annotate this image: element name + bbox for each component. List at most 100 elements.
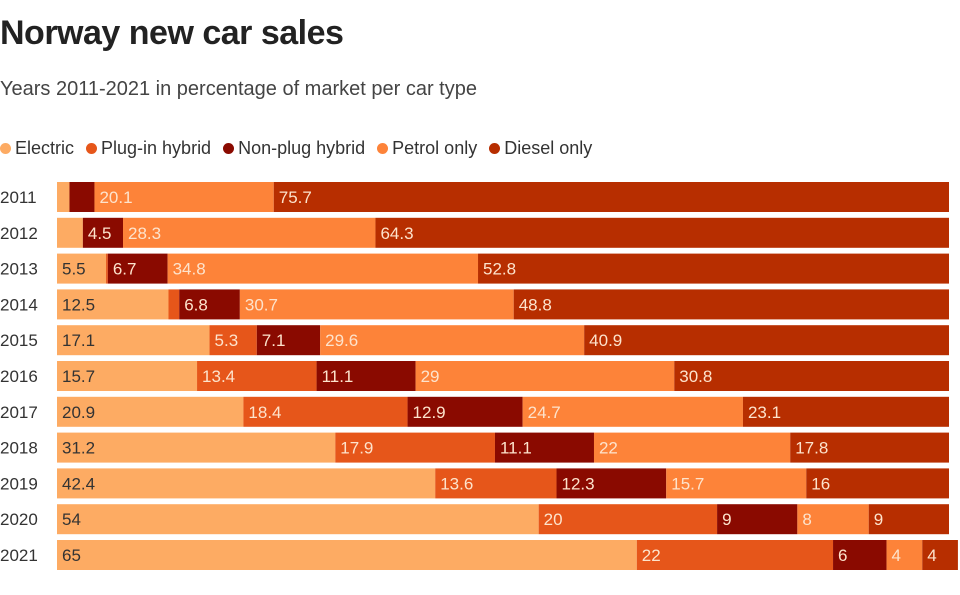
y-tick-label: 2020: [0, 510, 38, 529]
data-label: 75.7: [279, 188, 312, 207]
bar-segment: [57, 217, 83, 248]
bar-segment: [797, 504, 869, 535]
y-tick-label: 2019: [0, 474, 38, 493]
bar-segment: [57, 468, 436, 499]
data-label: 40.9: [589, 331, 622, 350]
data-label: 42.4: [62, 474, 95, 493]
bar-segment: [593, 432, 791, 463]
data-label: 15.7: [62, 367, 95, 386]
legend-label: Electric: [15, 138, 75, 158]
data-label: 28.3: [128, 224, 161, 243]
data-label: 5.5: [62, 260, 86, 279]
bar-segment: [57, 432, 336, 463]
data-label: 8: [802, 510, 811, 529]
data-label: 20.9: [62, 403, 95, 422]
data-label: 18.4: [248, 403, 281, 422]
bar-segment: [168, 289, 180, 320]
legend-label: Plug-in hybrid: [101, 138, 212, 158]
y-tick-label: 2017: [0, 403, 38, 422]
y-tick-label: 2015: [0, 331, 38, 350]
legend-label: Non-plug hybrid: [238, 138, 366, 158]
data-label: 64.3: [380, 224, 413, 243]
data-label: 30.8: [679, 367, 712, 386]
data-label: 4: [892, 546, 901, 565]
bar-segment: [243, 396, 408, 427]
bar-segment: [179, 289, 240, 320]
data-label: 48.8: [519, 295, 552, 314]
data-label: 15.7: [671, 474, 704, 493]
data-label: 23.1: [748, 403, 781, 422]
data-label: 13.4: [202, 367, 235, 386]
data-label: 6.8: [184, 295, 208, 314]
bar-segment: [666, 468, 807, 499]
y-tick-label: 2014: [0, 295, 38, 314]
bar-segment: [868, 504, 949, 535]
data-label: 12.9: [413, 403, 446, 422]
data-label: 17.1: [62, 331, 95, 350]
data-label: 13.6: [440, 474, 473, 493]
legend-swatch: [377, 143, 389, 154]
bar-segment: [556, 468, 667, 499]
bar-segment: [636, 540, 834, 570]
data-label: 9: [722, 510, 731, 529]
data-label: 4: [927, 546, 936, 565]
bar-segment: [107, 253, 168, 284]
y-tick-label: 2013: [0, 260, 38, 279]
legend-item: Electric: [0, 138, 74, 159]
bar-segment: [407, 396, 523, 427]
y-tick-label: 2016: [0, 367, 38, 386]
chart-title: Norway new car sales: [0, 14, 344, 52]
bar-segment: [106, 253, 108, 284]
bar-segment: [197, 361, 317, 391]
bar-segment: [790, 432, 949, 463]
legend-label: Diesel only: [504, 138, 593, 158]
y-tick-label: 2012: [0, 224, 38, 243]
bar-segment: [57, 361, 198, 391]
legend-item: Petrol only: [377, 138, 477, 159]
data-label: 65: [62, 546, 81, 565]
data-label: 20.1: [99, 188, 132, 207]
data-label: 17.8: [795, 439, 828, 458]
bar-segment: [256, 325, 321, 356]
data-label: 5.3: [215, 331, 239, 350]
bar-segment: [513, 289, 949, 320]
bar-segment: [316, 361, 416, 391]
legend-swatch: [0, 143, 11, 154]
bar-segment: [717, 504, 798, 535]
bar-segment: [82, 217, 124, 248]
bar-segment: [584, 325, 949, 356]
data-label: 6: [838, 546, 847, 565]
data-label: 24.7: [528, 403, 561, 422]
bar-segment: [375, 217, 950, 248]
data-label: 30.7: [245, 295, 278, 314]
legend-item: Plug-in hybrid: [86, 138, 211, 159]
data-label: 12.5: [62, 295, 95, 314]
bar-segment: [69, 182, 95, 212]
data-label: 29.6: [325, 331, 358, 350]
legend-swatch: [489, 143, 501, 154]
data-label: 11.1: [500, 439, 532, 458]
bar-segment: [57, 253, 107, 284]
data-label: 4.5: [88, 224, 112, 243]
legend-item: Non-plug hybrid: [223, 138, 365, 159]
chart-subtitle: Years 2011-2021 in percentage of market …: [0, 78, 477, 100]
bar-segment: [57, 289, 169, 320]
y-tick-label: 2021: [0, 546, 38, 565]
data-label: 12.3: [562, 474, 595, 493]
bar-segment: [833, 540, 887, 570]
bar-segment: [886, 540, 923, 570]
data-label: 20: [544, 510, 563, 529]
data-label: 22: [599, 439, 618, 458]
data-label: 7.1: [262, 331, 286, 350]
bar-segment: [57, 540, 637, 570]
legend-swatch: [86, 143, 98, 154]
bar-segment: [538, 504, 718, 535]
bar-segment: [415, 361, 675, 391]
bar-segment: [742, 396, 949, 427]
legend-swatch: [223, 143, 235, 154]
bar-segment: [273, 182, 950, 212]
bar-segment: [674, 361, 949, 391]
bar-segment: [94, 182, 274, 212]
bar-segment: [478, 253, 949, 284]
